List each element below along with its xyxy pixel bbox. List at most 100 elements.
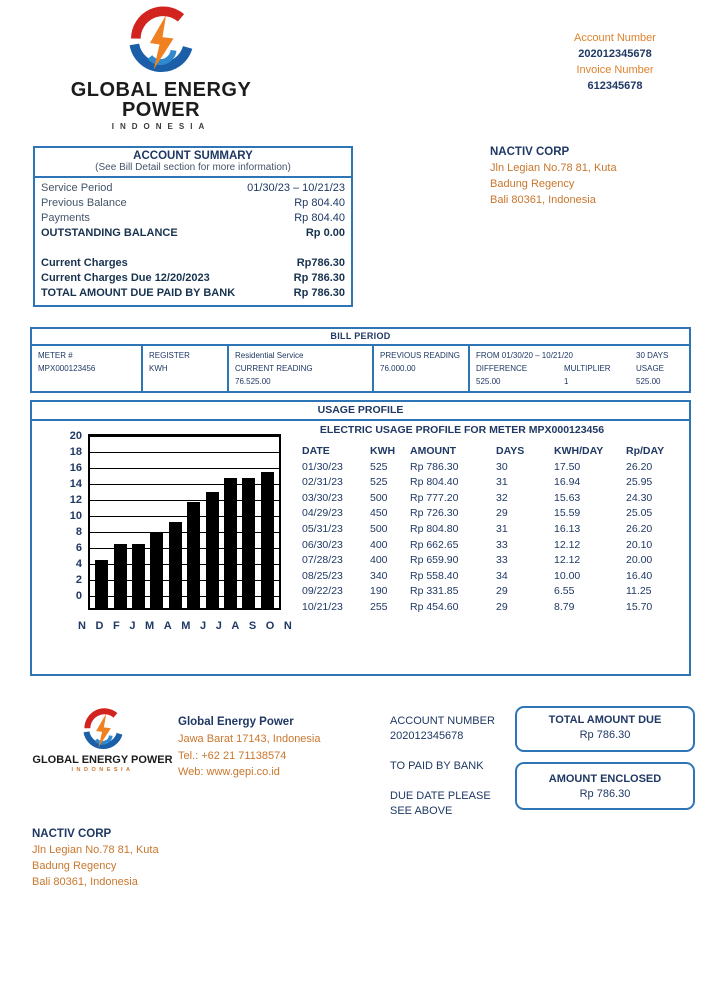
usage-table-cell: 16.13	[554, 522, 581, 535]
chart-x-tick-label: O	[265, 620, 275, 632]
usage-table-row: 09/22/23 190 Rp 331.85 29 6.55 11.25	[302, 584, 687, 600]
customer-name: NACTIV CORP	[490, 146, 570, 158]
usage-table-cell: 26.20	[626, 522, 653, 535]
summary-row-label: OUTSTANDING BALANCE	[41, 227, 178, 239]
usage-table-cell: 17.50	[554, 460, 581, 473]
chart-bar	[113, 544, 127, 608]
footer-company-country: INDONESIA	[71, 767, 134, 773]
usage-table-cell: 400	[370, 538, 388, 551]
usage-table-cell: 15.63	[554, 491, 581, 504]
usage-table-cell: 16.94	[554, 476, 581, 489]
usage-table-cell: 525	[370, 460, 388, 473]
from-period-label: FROM 01/30/20 – 10/21/20	[476, 351, 573, 360]
service-type: Residential Service	[235, 351, 304, 360]
usage-table-cell: 16.40	[626, 569, 653, 582]
chart-y-tick-label: 20	[69, 430, 82, 442]
usage-table-cell: 01/30/23	[302, 460, 343, 473]
customer-address-line: Badung Regency	[32, 860, 117, 872]
total-amount-due-box: TOTAL AMOUNT DUE Rp 786.30	[515, 706, 695, 752]
current-reading-label: CURRENT READING	[235, 364, 313, 373]
usage-table-cell: 15.70	[626, 600, 653, 613]
usage-table-header-cell: DATE	[302, 445, 330, 457]
summary-row: OUTSTANDING BALANCE Rp 0.00	[41, 226, 345, 241]
summary-row-value: Rp 0.00	[305, 227, 345, 239]
company-contact-block: Global Energy Power Jawa Barat 17143, In…	[178, 714, 378, 781]
chart-x-tick-label: D	[95, 620, 104, 632]
chart-y-tick-label: 12	[69, 494, 82, 506]
chart-y-tick-label: 14	[69, 478, 82, 490]
usage-table-header-cell: DAYS	[496, 445, 525, 457]
chart-x-tick-label: J	[215, 620, 222, 632]
chart-x-tick-label: J	[129, 620, 136, 632]
usage-profile-box: USAGE PROFILE ELECTRIC USAGE PROFILE FOR…	[30, 400, 691, 676]
chart-y-tick-label: 10	[69, 510, 82, 522]
usage-table-cell: 500	[370, 491, 388, 504]
usage-table-cell: 31	[496, 476, 508, 489]
usage-table-cell: Rp 659.90	[410, 554, 459, 567]
company-country: INDONESIA	[111, 122, 211, 131]
summary-row-value: Rp 804.40	[294, 212, 345, 224]
usage-table-cell: 8.79	[554, 600, 575, 613]
account-summary-rows: Service Period 01/30/23 – 10/21/23 Previou…	[35, 178, 351, 305]
summary-row: Current Charges Rp786.30	[41, 256, 345, 271]
usage-table-cell: 11.25	[626, 585, 652, 598]
chart-x-tick-label: A	[231, 620, 240, 632]
usage-table-cell: Rp 804.80	[410, 522, 459, 535]
usage-table-cell: 29	[496, 600, 508, 613]
customer-address-top: NACTIV CORP Jln Legian No.78 81, Kuta Bad…	[490, 144, 690, 208]
usage-table-header-cell: AMOUNT	[410, 445, 457, 457]
chart-bar	[205, 492, 219, 608]
remit-due-date-1: DUE DATE PLEASE	[390, 790, 491, 802]
usage-table-cell: 400	[370, 554, 388, 567]
account-summary-box: ACCOUNT SUMMARY (See Bill Detail section…	[33, 146, 353, 307]
chart-x-tick-label: M	[181, 620, 191, 632]
usage-table-header-cell: Rp/DAY	[626, 445, 665, 457]
usage-table-cell: Rp 777.20	[410, 491, 459, 504]
company-name: GLOBAL ENERGY POWER	[70, 79, 252, 121]
usage-table-cell: Rp 331.85	[410, 585, 459, 598]
register-value: KWH	[149, 364, 168, 373]
usage-table-header-cell: KWH/DAY	[554, 445, 604, 457]
usage-table-cell: 15.59	[554, 507, 581, 520]
chart-y-tick-label: 6	[75, 542, 82, 554]
usage-table-cell: 525	[370, 476, 388, 489]
spacer	[390, 744, 520, 759]
usage-table-cell: Rp 662.65	[410, 538, 459, 551]
period-usage-cell: FROM 01/30/20 – 10/21/20 30 DAYS DIFFERE…	[468, 346, 689, 391]
chart-bar	[95, 560, 109, 608]
customer-address-lines: Jln Legian No.78 81, Kuta Badung Regency B…	[490, 160, 690, 208]
usage-table-cell: 450	[370, 507, 388, 520]
multiplier-label: MULTIPLIER	[564, 364, 611, 373]
customer-address-line: Bali 80361, Indonesia	[490, 194, 596, 206]
chart-x-tick-label: J	[200, 620, 207, 632]
chart-bar	[150, 532, 164, 608]
company-contact-line: Web: www.gepi.co.id	[178, 766, 280, 778]
days-label: 30 DAYS	[636, 351, 669, 360]
usage-table-cell: Rp 454.60	[410, 600, 459, 613]
usage-table-header-row: DATE KWH AMOUNT DAYS KWH/DAY Rp/DAY	[302, 444, 687, 460]
usage-table-row: 05/31/23 500 Rp 804.80 31 16.13 26.20	[302, 522, 687, 538]
chart-x-tick-label: S	[248, 620, 257, 632]
difference-value: 525.00	[476, 377, 501, 386]
chart-y-tick-label: 2	[75, 574, 82, 586]
usage-table-cell: 34	[496, 569, 508, 582]
difference-label: DIFFERENCE	[476, 364, 528, 373]
usage-table-cell: 12.12	[554, 554, 581, 567]
company-contact-line: Jawa Barat 17143, Indonesia	[178, 733, 321, 745]
usage-table-cell: 04/29/23	[302, 507, 343, 520]
previous-reading-cell: PREVIOUS READING 76.000.00	[372, 346, 468, 391]
summary-row: Previous Balance Rp 804.40	[41, 196, 345, 211]
chart-bar	[242, 478, 256, 608]
summary-row-label: TOTAL AMOUNT DUE PAID BY BANK	[41, 287, 236, 299]
usage-history-table: DATE KWH AMOUNT DAYS KWH/DAY Rp/DAY 01/30/23 52…	[302, 444, 687, 616]
summary-row: Service Period 01/30/23 – 10/21/23	[41, 181, 345, 196]
chart-bar	[223, 478, 237, 608]
chart-x-tick-label: M	[145, 620, 155, 632]
usage-table-row: 07/28/23 400 Rp 659.90 33 12.12 20.00	[302, 553, 687, 569]
summary-row-value: 01/30/23 – 10/21/23	[247, 182, 345, 194]
summary-row-value: Rp 804.40	[294, 197, 345, 209]
chart-x-tick-label: N	[78, 620, 86, 632]
total-amount-due-value: Rp 786.30	[579, 729, 631, 741]
account-info-block: Account Number 202012345678 Invoice Numb…	[545, 30, 685, 94]
register-cell: REGISTER KWH	[141, 346, 227, 391]
